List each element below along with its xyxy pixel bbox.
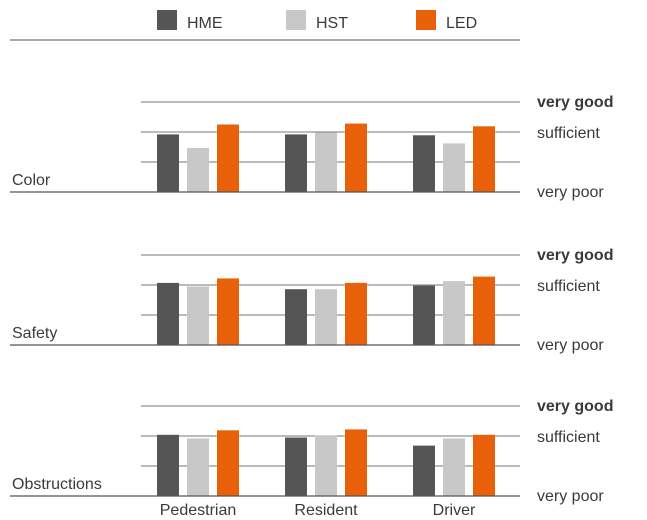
bar-obstructions-pedestrian-hme	[157, 434, 179, 496]
bar-safety-driver-led	[473, 276, 495, 345]
bar-safety-resident-led	[345, 282, 367, 345]
bar-color-driver-led	[473, 126, 495, 192]
bar-safety-driver-hme	[413, 285, 435, 345]
scale-label-top: very good	[537, 398, 613, 415]
bar-obstructions-driver-hme	[413, 445, 435, 496]
bar-color-resident-hst	[315, 132, 337, 192]
legend-label-hst: HST	[316, 15, 348, 32]
bar-obstructions-resident-hst	[315, 435, 337, 496]
bar-obstructions-driver-led	[473, 434, 495, 496]
bar-safety-driver-hst	[443, 281, 465, 345]
scale-label-bottom: very poor	[537, 184, 604, 201]
legend-swatch-hme	[157, 10, 177, 30]
bar-obstructions-pedestrian-hst	[187, 438, 209, 496]
panel-label: Obstructions	[12, 476, 102, 493]
panel-obstructions: Obstructions very good sufficient very poor	[10, 398, 613, 505]
bar-color-driver-hme	[413, 135, 435, 192]
bar-safety-pedestrian-hme	[157, 282, 179, 345]
panel-label: Color	[12, 172, 51, 189]
bar-safety-pedestrian-led	[217, 278, 239, 345]
bar-obstructions-resident-led	[345, 429, 367, 496]
bar-obstructions-driver-hst	[443, 438, 465, 496]
chart-panels: Color very good sufficient very poor Safety v…	[10, 94, 613, 505]
panel-color: Color very good sufficient very poor	[10, 94, 613, 201]
legend: HME HST LED	[10, 10, 520, 41]
x-tick-label-driver: Driver	[433, 502, 476, 519]
scale-label-top: very good	[537, 94, 613, 111]
bar-obstructions-resident-hme	[285, 437, 307, 496]
bar-color-resident-hme	[285, 134, 307, 192]
scale-label-middle: sufficient	[537, 429, 600, 446]
bar-color-driver-hst	[443, 143, 465, 192]
scale-label-middle: sufficient	[537, 125, 600, 142]
bar-safety-resident-hme	[285, 289, 307, 345]
bar-color-pedestrian-led	[217, 124, 239, 192]
bar-color-pedestrian-hst	[187, 147, 209, 192]
scale-label-middle: sufficient	[537, 278, 600, 295]
x-tick-label-resident: Resident	[294, 502, 358, 519]
bar-safety-pedestrian-hst	[187, 286, 209, 345]
legend-swatch-hst	[286, 10, 306, 30]
bar-color-resident-led	[345, 123, 367, 192]
legend-swatch-led	[416, 10, 436, 30]
legend-label-led: LED	[446, 15, 477, 32]
x-axis: Pedestrian Resident Driver	[160, 502, 476, 519]
scale-label-bottom: very poor	[537, 337, 604, 354]
scale-label-top: very good	[537, 247, 613, 264]
panel-safety: Safety very good sufficient very poor	[10, 247, 613, 354]
panel-label: Safety	[12, 325, 57, 342]
legend-label-hme: HME	[187, 15, 223, 32]
x-tick-label-pedestrian: Pedestrian	[160, 502, 237, 519]
bar-safety-resident-hst	[315, 289, 337, 345]
bar-color-pedestrian-hme	[157, 134, 179, 192]
bar-obstructions-pedestrian-led	[217, 430, 239, 496]
scale-label-bottom: very poor	[537, 488, 604, 505]
